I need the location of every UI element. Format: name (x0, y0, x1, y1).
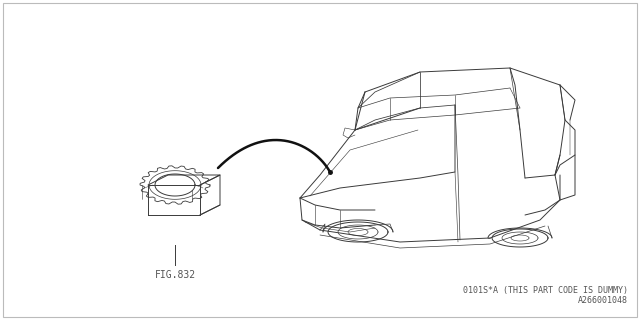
Text: 0101S*A (THIS PART CODE IS DUMMY): 0101S*A (THIS PART CODE IS DUMMY) (463, 286, 628, 295)
Text: A266001048: A266001048 (578, 296, 628, 305)
Text: FIG.832: FIG.832 (154, 270, 196, 280)
